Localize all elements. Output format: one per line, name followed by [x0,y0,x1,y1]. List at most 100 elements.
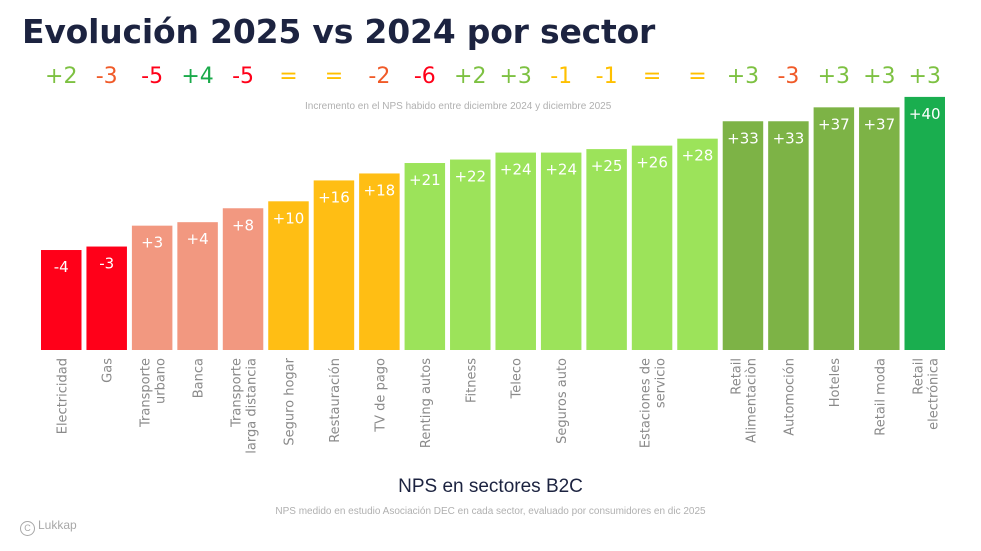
category-label-line: Estaciones de [639,358,654,448]
bar [677,138,718,350]
bar-data-label: +28 [682,147,714,165]
delta-value: +3 [726,64,760,89]
bar-data-label: +22 [454,168,486,186]
bar-data-label: +33 [727,129,759,147]
category-label: Banca [192,358,207,398]
delta-value: = [688,64,707,89]
bar [722,121,764,350]
delta-value: +4 [181,64,214,89]
category-label-line: Gas [101,358,116,383]
category-label: Retail moda [873,358,888,436]
delta-value: -5 [141,64,164,89]
category-label: Estaciones deservicio [639,358,669,448]
category-label-line: Seguros auto [555,358,570,444]
delta-value: -3 [777,64,800,89]
category-label: Hoteles [828,358,843,407]
category-label-line: urbano [154,358,169,404]
bar [268,201,309,350]
category-label-line: larga distancia [245,358,260,454]
bar-data-label: -4 [54,258,69,276]
credit-label: Lukkap [38,518,77,532]
category-label-line: Automoción [782,358,797,436]
bar [586,149,627,350]
x-axis-title: NPS en sectores B2C [398,476,583,497]
delta-value: -6 [413,64,436,89]
category-label: Transporteurbano [139,358,169,428]
delta-value: = [324,64,344,89]
category-label-line: Hoteles [828,358,843,407]
delta-value: +3 [499,64,532,89]
delta-value: = [642,64,662,89]
bar-data-label: +3 [141,234,163,252]
bar-data-label: +24 [500,161,532,179]
bar [404,163,446,350]
delta-value: -1 [595,64,618,89]
bar-data-label: +10 [273,209,305,227]
bar-data-label: +40 [909,105,941,123]
delta-value: -2 [368,64,391,89]
category-label-line: Restauración [328,358,343,443]
category-label-line: servicio [654,358,669,408]
category-label-line: Seguro hogar [282,357,297,445]
bar [813,107,855,350]
bar-data-label: +18 [364,181,396,199]
bar [41,250,82,350]
delta-value: -5 [232,64,254,89]
category-label-line: Electricidad [55,358,70,434]
credit: C Lukkap [20,518,77,536]
bar-data-label: -3 [99,255,114,273]
category-label: TV de pago [373,358,388,433]
category-label: Seguro hogar [282,357,297,445]
bar-data-label: +33 [773,129,805,147]
category-label: Renting autos [419,358,434,448]
category-label: Retailelectrónica [911,358,941,430]
category-label-line: electrónica [926,358,941,430]
bar [768,121,809,350]
category-label: Seguros auto [555,358,570,444]
category-label-line: Banca [192,358,207,398]
copyright-icon: C [20,521,35,536]
category-label-line: Teleco [510,358,525,399]
category-label: Fitness [464,358,479,403]
category-label: Transportelarga distancia [230,358,260,454]
category-label-line: Retail [911,358,926,395]
category-label-line: Transporte [230,358,245,428]
category-label: Gas [101,358,116,383]
category-label-line: Renting autos [419,358,434,448]
bar-data-label: +16 [318,188,350,206]
bar-data-label: +8 [232,216,254,234]
bar [313,180,355,350]
bar [450,159,491,350]
delta-value: +2 [454,64,487,89]
category-label: Automoción [782,358,797,436]
category-label: Electricidad [55,358,70,434]
bar-data-label: +25 [591,157,623,175]
bar [495,152,536,350]
delta-value: +3 [863,64,896,89]
category-label-line: Retail moda [873,358,888,436]
bar-data-label: +4 [187,230,209,248]
bar [86,246,127,350]
category-label: Teleco [510,358,525,399]
bar [222,208,264,350]
category-label-line: Fitness [464,358,479,403]
bar [177,222,218,350]
bar [131,225,173,350]
bar-data-label: +24 [545,161,577,179]
delta-value: +3 [908,64,941,89]
bar [631,145,673,350]
delta-value: +2 [45,64,78,89]
bar-data-label: +21 [409,171,441,189]
chart-title: Evolución 2025 vs 2024 por sector [22,12,656,51]
bar-data-label: +37 [818,115,850,133]
category-label: RetailAlimentaciòn [729,358,759,443]
delta-value: = [279,64,298,89]
delta-value: -1 [550,64,573,89]
category-label-line: Transporte [139,358,154,428]
category-label-line: Alimentaciòn [744,358,759,443]
bar-data-label: +26 [636,154,668,172]
delta-value: +3 [817,64,851,89]
bar [359,173,400,350]
bar-data-label: +37 [863,115,895,133]
